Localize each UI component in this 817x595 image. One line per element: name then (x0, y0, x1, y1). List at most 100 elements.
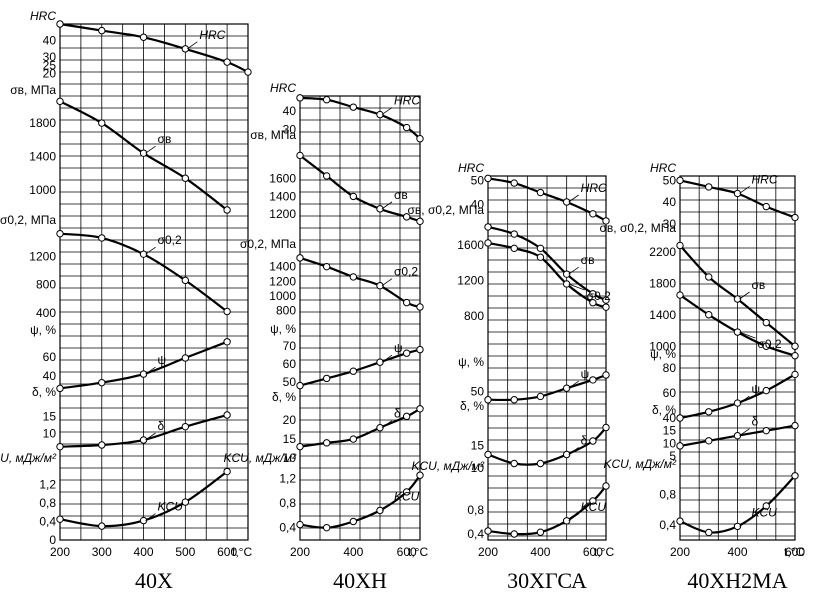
data-point (562, 270, 571, 278)
data-point (56, 515, 64, 523)
panel-axis-label: KCU, мДж/м² (604, 457, 677, 471)
grid (59, 23, 249, 541)
panel-axis-label: ψ, % (30, 323, 56, 337)
data-point (402, 298, 411, 307)
data-point (56, 20, 64, 28)
x-tick-label: 600 (397, 545, 417, 559)
data-point (296, 151, 304, 160)
data-point (791, 472, 799, 480)
data-point (484, 223, 492, 231)
data-point (376, 358, 384, 366)
series-label-leader (381, 107, 393, 115)
series-label: σв (158, 132, 172, 146)
series-label: δ (752, 415, 759, 429)
series-label: HRC (581, 181, 607, 195)
data-point (322, 374, 331, 383)
y-tick-label: 15 (471, 439, 485, 453)
y-tick-label: 1,2 (39, 478, 56, 492)
panel-axis-label: δ, % (272, 390, 296, 404)
series-label-leader (568, 447, 579, 455)
series-label: σ0,2 (394, 265, 418, 279)
data-point (762, 202, 770, 211)
data-point (676, 517, 684, 525)
data-point (56, 384, 64, 393)
y-tick-label: 0,8 (39, 496, 56, 510)
data-point (733, 522, 742, 531)
series-label: HRC (394, 94, 420, 108)
data-point (676, 442, 684, 450)
data-point (98, 26, 106, 35)
chart-title: 40ХН (333, 568, 387, 593)
series-label-leader (145, 145, 156, 154)
y-tick-label: 40 (471, 197, 485, 211)
panel-axis-label: ψ, % (458, 355, 484, 369)
data-point (139, 250, 148, 258)
data-point (181, 276, 190, 285)
panel-axis-label: KCU, мДж/м² (0, 451, 57, 465)
panel-axis-label: HRC (30, 9, 56, 23)
y-tick-label: 800 (36, 278, 56, 292)
data-point (705, 273, 713, 281)
x-tick-label: 200 (290, 545, 310, 559)
data-point (536, 459, 545, 468)
y-tick-label: 40 (43, 34, 57, 48)
data-point (589, 497, 597, 505)
panel-kcu: KCU, мДж/м² 0,4 0,8 1,2 KCU (224, 451, 424, 535)
data-point (602, 217, 610, 225)
data-point (296, 520, 304, 529)
data-point (181, 174, 190, 182)
data-point (349, 103, 358, 111)
series-label-leader (568, 266, 579, 275)
data-point (402, 349, 411, 357)
data-point (791, 352, 799, 360)
data-point (536, 253, 545, 261)
data-point (139, 516, 148, 525)
data-point (733, 328, 742, 336)
data-point (296, 254, 304, 262)
data-point (562, 450, 571, 459)
series-label: δ (581, 434, 588, 448)
x-tick-label: 500 (175, 545, 195, 559)
y-tick-label: 1600 (457, 238, 484, 252)
y-tick-label: 10 (283, 451, 297, 465)
y-tick-label: 0,8 (279, 496, 296, 510)
grid (299, 95, 421, 541)
data-point (376, 424, 384, 432)
data-point (181, 422, 190, 431)
data-point (416, 345, 424, 354)
data-point (676, 176, 684, 185)
data-point (139, 149, 148, 157)
panel-axis-label: σв, σ0,2, МПа (408, 203, 485, 217)
y-tick-label: 70 (283, 339, 297, 353)
data-point (181, 354, 190, 362)
data-point (296, 94, 304, 102)
data-point (602, 423, 610, 432)
series-label: ψ (752, 382, 761, 396)
y-tick-label: 1600 (269, 172, 296, 186)
x-tick-label: 200 (670, 545, 690, 559)
data-point (536, 528, 545, 536)
panel-sigma: σв, σ0,2, МПа 800 1200 1600 σв σ0,2 (408, 203, 612, 323)
y-tick-label: 1000 (29, 183, 56, 197)
data-point (484, 396, 492, 404)
x-axis-label: t,°C (594, 545, 614, 559)
panel-sigma_b: σв, МПа 1200 1400 1600 σв (250, 128, 424, 226)
y-tick-label: 15 (283, 432, 297, 446)
data-point (676, 241, 684, 250)
y-tick-label: 0 (49, 533, 56, 547)
series-label: HRC (199, 28, 225, 42)
data-point (402, 123, 411, 132)
data-point (791, 213, 799, 222)
data-point (416, 135, 424, 143)
data-point (791, 370, 799, 379)
data-point (791, 421, 799, 430)
y-tick-label: 10 (471, 461, 485, 475)
panel-delta: δ, % 10 15 δ (32, 385, 231, 451)
data-point (402, 412, 411, 421)
panel-hrc: HRC 30 40 HRC (270, 81, 424, 143)
data-point (484, 450, 492, 459)
series-label-leader (739, 186, 750, 194)
